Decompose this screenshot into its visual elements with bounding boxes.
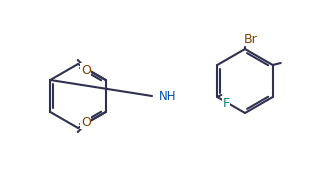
Text: F: F: [223, 96, 230, 109]
Text: Br: Br: [244, 32, 258, 45]
Text: O: O: [81, 116, 91, 129]
Text: O: O: [81, 63, 91, 77]
Text: NH: NH: [159, 90, 177, 103]
